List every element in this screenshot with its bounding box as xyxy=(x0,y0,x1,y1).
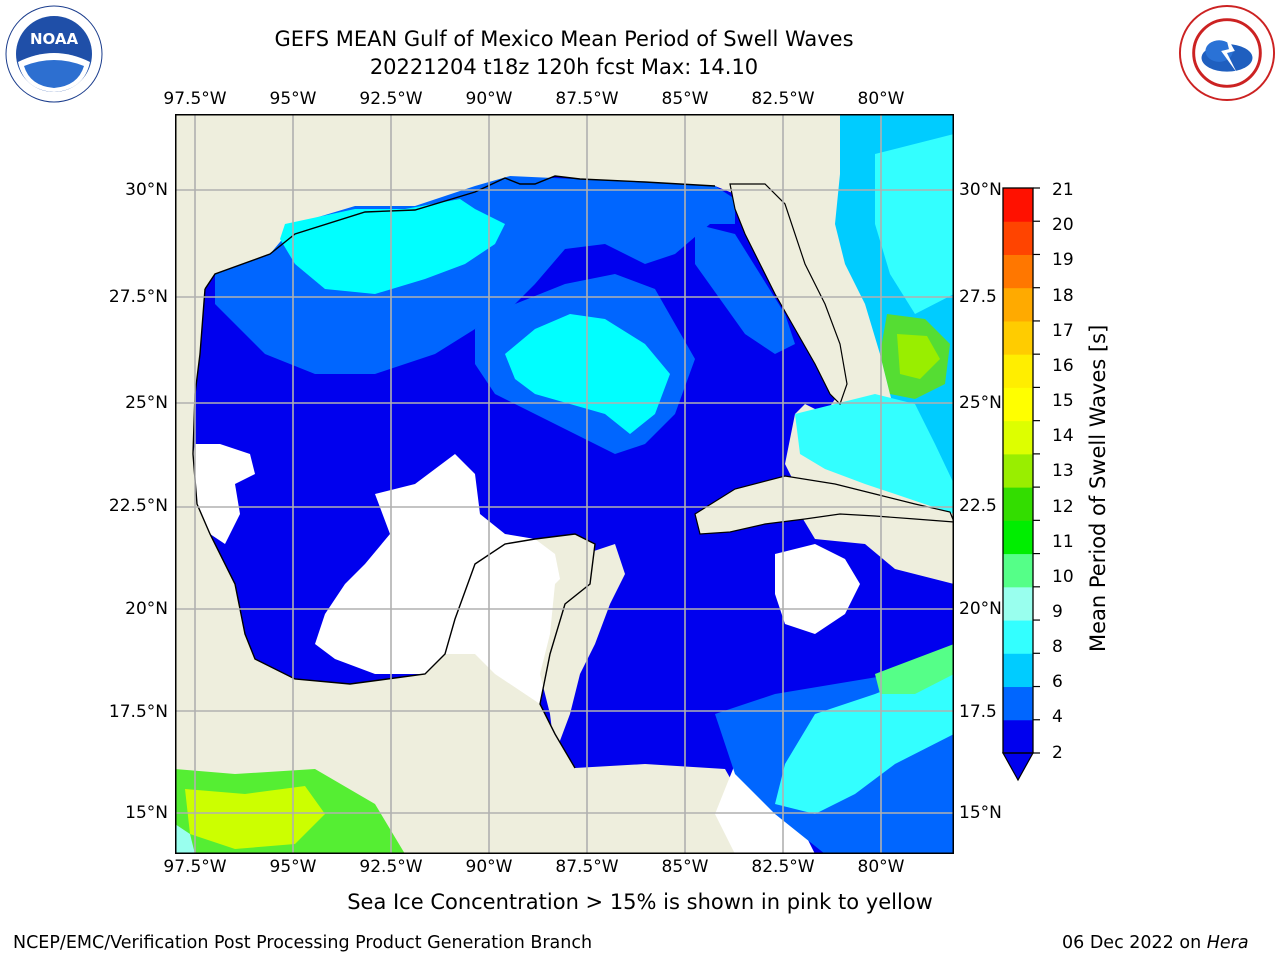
lat-tick-right: 15°N xyxy=(959,803,1002,823)
lon-tick-top: 90°W xyxy=(465,89,513,109)
colorbar-segment xyxy=(1003,221,1033,255)
nws-logo xyxy=(1178,4,1276,102)
lon-tick-bottom: 90°W xyxy=(465,857,513,877)
colorbar-tick: 12 xyxy=(1052,497,1074,517)
lat-tick-left: 17.5°N xyxy=(108,702,168,722)
lat-tick-left: 20°N xyxy=(125,599,168,619)
lat-tick-right: 22.5 xyxy=(959,496,997,516)
colorbar-tick: 6 xyxy=(1052,672,1063,692)
lon-tick-bottom: 87.5°W xyxy=(555,857,619,877)
pacific-yellow xyxy=(185,786,325,849)
colorbar-tick: 21 xyxy=(1052,180,1074,200)
colorbar-segment xyxy=(1003,420,1033,455)
chart-subtitle: 20221204 t18z 120h fcst Max: 14.10 xyxy=(369,55,759,79)
colorbar-segment xyxy=(1003,520,1033,555)
footer-credit: NCEP/EMC/Verification Post Processing Pr… xyxy=(13,933,593,953)
colorbar-segment xyxy=(1003,586,1033,621)
lon-tick-top: 97.5°W xyxy=(163,89,227,109)
atlantic-light xyxy=(875,134,954,314)
lat-tick-left: 25°N xyxy=(125,393,168,413)
colorbar-tick: 14 xyxy=(1052,426,1074,446)
colorbar-tick: 2 xyxy=(1052,743,1063,763)
missing-west xyxy=(193,444,255,544)
colorbar-tick: 8 xyxy=(1052,637,1063,657)
lon-tick-top: 95°W xyxy=(269,89,317,109)
colorbar-label: Mean Period of Swell Waves [s] xyxy=(1086,324,1110,652)
colorbar-segment xyxy=(1003,387,1033,422)
colorbar-tick: 17 xyxy=(1052,321,1074,341)
colorbar-segment xyxy=(1003,487,1033,521)
colorbar-tick: 19 xyxy=(1052,250,1074,270)
missing-east xyxy=(775,544,860,634)
colorbar-segment xyxy=(1003,254,1033,289)
colorbar-tick: 15 xyxy=(1052,391,1074,411)
lat-tick-right: 27.5 xyxy=(959,287,997,307)
lon-tick-top: 82.5°W xyxy=(751,89,815,109)
atlantic-yellow xyxy=(897,334,940,379)
lon-tick-top: 85°W xyxy=(661,89,709,109)
colorbar-segment xyxy=(1003,686,1033,721)
yucatan-land xyxy=(540,544,625,754)
lon-tick-bottom: 85°W xyxy=(661,857,709,877)
colorbar-segment xyxy=(1003,320,1033,355)
sea-ice-note: Sea Ice Concentration > 15% is shown in … xyxy=(347,890,933,914)
missing-bay xyxy=(315,454,565,704)
colorbar-tick: 13 xyxy=(1052,461,1074,481)
colorbar-min-extension xyxy=(1001,752,1035,782)
map-frame xyxy=(175,114,954,854)
lat-tick-left: 30°N xyxy=(125,180,168,200)
lon-tick-bottom: 92.5°W xyxy=(359,857,423,877)
colorbar-tick: 9 xyxy=(1052,602,1063,622)
missing-caribbean xyxy=(715,764,815,854)
chart-title: GEFS MEAN Gulf of Mexico Mean Period of … xyxy=(274,27,854,51)
colorbar-segment xyxy=(1003,188,1033,222)
caribbean-green xyxy=(875,644,954,694)
colorbar-tick: 4 xyxy=(1052,707,1063,727)
footer-date-text: 06 Dec 2022 on xyxy=(1062,933,1207,953)
noaa-logo-text: NOAA xyxy=(30,30,79,48)
colorbar-tick: 20 xyxy=(1052,215,1074,235)
lat-tick-left: 27.5°N xyxy=(108,287,168,307)
pacific-light xyxy=(175,824,195,854)
cuba-land xyxy=(694,475,954,535)
colorbar-segment xyxy=(1003,653,1033,688)
coastline xyxy=(192,175,716,769)
straits-water xyxy=(795,394,954,514)
swell-band-ne xyxy=(695,224,795,354)
colorbar xyxy=(1001,187,1040,782)
lat-tick-left: 22.5°N xyxy=(108,496,168,516)
colorbar-segment xyxy=(1003,354,1033,388)
caribbean-light xyxy=(775,664,954,814)
swell-band-north-light xyxy=(280,199,505,294)
footer-date: 06 Dec 2022 on Hera xyxy=(1062,933,1249,953)
gulf-map xyxy=(175,114,954,854)
colorbar-segment xyxy=(1003,453,1033,488)
lon-tick-top: 80°W xyxy=(857,89,905,109)
lon-tick-top: 87.5°W xyxy=(555,89,619,109)
lon-tick-bottom: 82.5°W xyxy=(751,857,815,877)
lon-tick-bottom: 95°W xyxy=(269,857,317,877)
footer-host: Hera xyxy=(1206,933,1249,953)
colorbar-segment xyxy=(1003,553,1033,588)
colorbar-segment xyxy=(1003,620,1033,654)
lon-tick-bottom: 97.5°W xyxy=(163,857,227,877)
colorbar-tick: 18 xyxy=(1052,286,1074,306)
colorbar-segment xyxy=(1003,287,1033,322)
colorbar-tick: 16 xyxy=(1052,356,1074,376)
graticule xyxy=(175,114,954,854)
colorbar-segment xyxy=(1003,719,1033,754)
lat-tick-left: 15°N xyxy=(125,803,168,823)
lat-tick-right: 25°N xyxy=(959,393,1002,413)
lat-tick-right: 30°N xyxy=(959,180,1002,200)
florida-land xyxy=(729,183,848,406)
colorbar-tick: 11 xyxy=(1052,532,1074,552)
lat-tick-right: 17.5 xyxy=(959,702,997,722)
colorbar-tick: 10 xyxy=(1052,567,1074,587)
lat-tick-right: 20°N xyxy=(959,599,1002,619)
lon-tick-bottom: 80°W xyxy=(857,857,905,877)
noaa-logo: NOAA xyxy=(5,5,103,103)
lon-tick-top: 92.5°W xyxy=(359,89,423,109)
